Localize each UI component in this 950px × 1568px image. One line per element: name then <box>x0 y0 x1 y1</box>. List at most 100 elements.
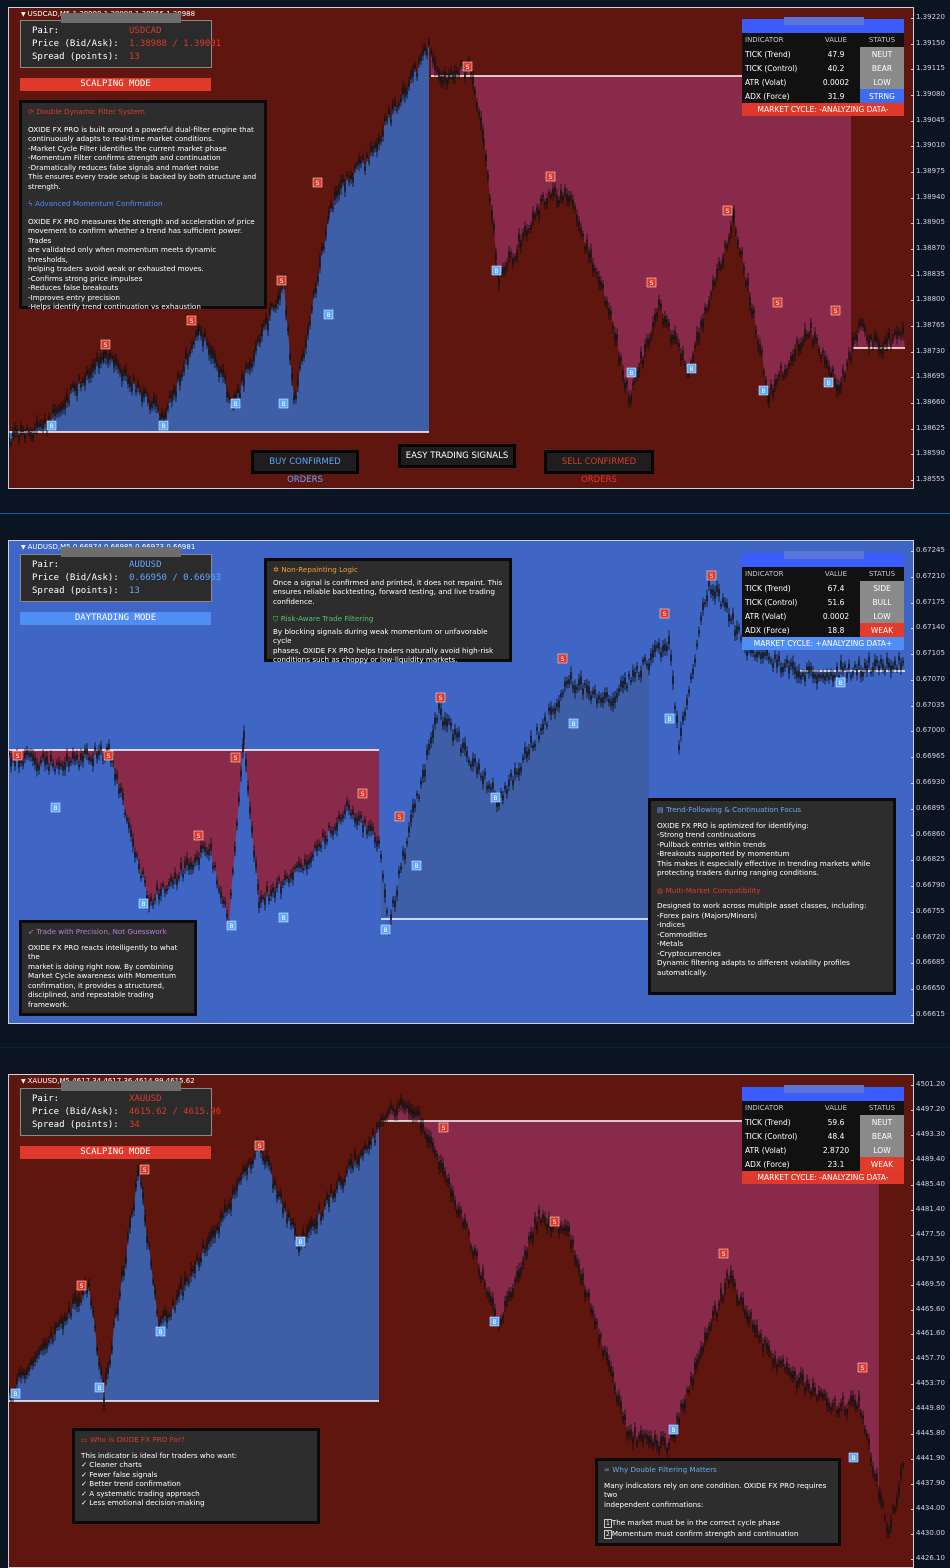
candle-body <box>340 817 342 821</box>
buy-signal-marker[interactable]: B <box>848 1452 859 1463</box>
buy-signal-marker[interactable]: B <box>278 398 289 409</box>
sell-signal-marker[interactable]: S <box>76 1280 87 1291</box>
candle-body <box>618 688 620 692</box>
buy-signal-marker[interactable]: B <box>158 420 169 431</box>
candle-body <box>292 872 294 880</box>
sell-signal-marker[interactable]: S <box>557 653 568 664</box>
easy-trading-signals-button[interactable]: EASY TRADING SIGNALS <box>398 444 516 468</box>
candle-body <box>326 1195 328 1200</box>
candle-body <box>384 889 386 898</box>
price-tick-label: 0.66930 <box>911 778 945 786</box>
candle-body <box>834 675 836 678</box>
candle-body <box>660 1436 662 1444</box>
buy-signal-marker[interactable]: B <box>380 924 391 935</box>
candle-body <box>9 753 10 756</box>
candle-body <box>768 1345 770 1352</box>
candle-body <box>94 364 96 370</box>
buy-signal-marker[interactable]: B <box>491 265 502 276</box>
buy-signal-marker[interactable]: B <box>94 1382 105 1393</box>
svg-text:S: S <box>439 695 443 702</box>
candle-body <box>191 344 193 349</box>
buy-signal-marker[interactable]: B <box>668 1424 679 1435</box>
sell-signal-marker[interactable]: S <box>772 297 783 308</box>
candle-body <box>472 758 474 766</box>
buy-signal-marker[interactable]: B <box>490 792 501 803</box>
candle-body <box>652 322 654 330</box>
buy-signal-marker[interactable]: B <box>278 912 289 923</box>
sell-signal-marker[interactable]: S <box>659 608 670 619</box>
candle-body <box>686 1389 688 1392</box>
spread-value: 13 <box>129 586 140 596</box>
sell-signal-marker[interactable]: S <box>830 305 841 316</box>
svg-text:B: B <box>671 1427 675 1434</box>
buy-signal-marker[interactable]: B <box>50 802 61 813</box>
sell-signal-marker[interactable]: S <box>549 1216 560 1227</box>
sell-signal-marker[interactable]: S <box>254 1140 265 1151</box>
candle-body <box>301 357 303 361</box>
sell-signal-marker[interactable]: S <box>462 61 473 72</box>
candle-body <box>810 322 812 329</box>
candle-body <box>338 814 340 820</box>
candle-body <box>239 392 241 398</box>
buy-signal-marker[interactable]: B <box>758 385 769 396</box>
sell-signal-marker[interactable]: S <box>312 177 323 188</box>
candle-body <box>82 1288 84 1295</box>
indicator-panel: INDICATOR VALUE STATUS TICK (Trend) 67.4 SID… <box>742 551 904 650</box>
candle-body <box>798 344 800 351</box>
buy-signal-marker[interactable]: B <box>10 1388 21 1399</box>
buy-signal-marker[interactable]: B <box>323 309 334 320</box>
sell-signal-marker[interactable]: S <box>435 692 446 703</box>
buy-signal-marker[interactable]: B <box>568 718 579 729</box>
svg-text:S: S <box>549 174 553 181</box>
buy-signal-marker[interactable]: B <box>835 677 846 688</box>
buy-signal-marker[interactable]: B <box>226 920 237 931</box>
sell-signal-marker[interactable]: S <box>394 811 405 822</box>
candle-body <box>751 308 753 314</box>
sell-signal-marker[interactable]: S <box>193 830 204 841</box>
candle-body <box>536 727 538 732</box>
sell-signal-marker[interactable]: S <box>857 1362 868 1373</box>
candle-body <box>454 70 456 79</box>
sell-confirmed-orders-button[interactable]: SELL CONFIRMED ORDERS <box>544 450 654 485</box>
sell-signal-marker[interactable]: S <box>438 1122 449 1133</box>
buy-signal-marker[interactable]: B <box>411 860 422 871</box>
sell-signal-marker[interactable]: S <box>12 750 23 761</box>
buy-signal-marker[interactable]: B <box>295 1236 306 1247</box>
sell-signal-marker[interactable]: S <box>139 1164 150 1175</box>
price-tick-label: 0.66790 <box>911 881 945 890</box>
candle-body <box>322 1213 324 1217</box>
candle-body <box>512 257 514 265</box>
buy-signal-marker[interactable]: B <box>138 898 149 909</box>
candle-body <box>594 1318 596 1325</box>
candle-body <box>302 868 304 871</box>
sell-signal-marker[interactable]: S <box>718 1248 729 1259</box>
price-tick-label: 0.66720 <box>911 932 945 941</box>
buy-signal-marker[interactable]: B <box>664 713 675 724</box>
candle-body <box>814 674 816 679</box>
sell-signal-marker[interactable]: S <box>100 339 111 350</box>
sell-signal-marker[interactable]: S <box>186 315 197 326</box>
sell-signal-marker[interactable]: S <box>646 277 657 288</box>
buy-signal-marker[interactable]: B <box>46 420 57 431</box>
buy-signal-marker[interactable]: B <box>230 398 241 409</box>
buy-signal-marker[interactable]: B <box>155 1326 166 1337</box>
buy-signal-marker[interactable]: B <box>686 363 697 374</box>
buy-signal-marker[interactable]: B <box>823 377 834 388</box>
buy-signal-marker[interactable]: B <box>626 367 637 378</box>
candle-body <box>850 355 852 361</box>
sell-signal-marker[interactable]: S <box>722 205 733 216</box>
candle-body <box>542 194 544 198</box>
candle-body <box>272 1183 274 1189</box>
sell-signal-marker[interactable]: S <box>545 171 556 182</box>
sell-signal-marker[interactable]: S <box>103 750 114 761</box>
sell-signal-marker[interactable]: S <box>357 788 368 799</box>
svg-text:B: B <box>161 423 165 430</box>
buy-signal-marker[interactable]: B <box>489 1316 500 1327</box>
sell-signal-marker[interactable]: S <box>230 752 241 763</box>
candle-body <box>816 1396 818 1400</box>
buy-confirmed-orders-button[interactable]: BUY CONFIRMED ORDERS <box>251 450 359 485</box>
sell-signal-marker[interactable]: S <box>706 570 717 581</box>
sell-signal-marker[interactable]: S <box>276 275 287 286</box>
candle-body <box>116 774 118 780</box>
candle-body <box>702 1346 704 1351</box>
